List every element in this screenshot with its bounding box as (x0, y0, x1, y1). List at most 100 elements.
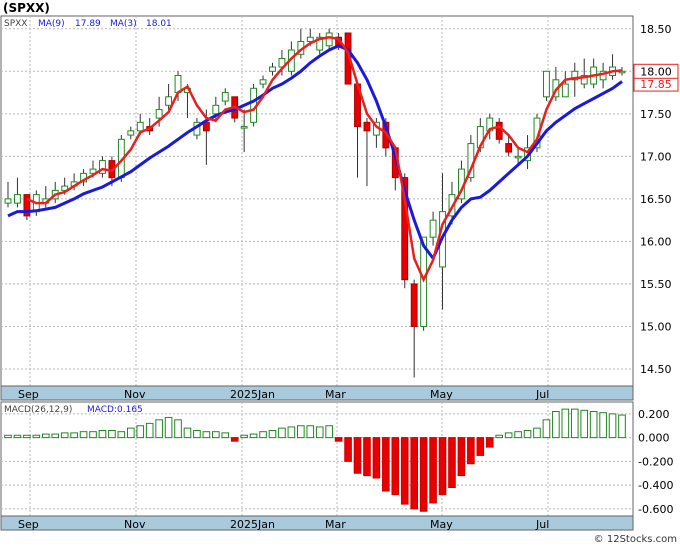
macd-bar (599, 412, 607, 439)
candle (212, 96, 220, 123)
macd-tick-label: -0.400 (638, 479, 673, 492)
macd-bar (589, 411, 598, 439)
month-label: 2025Jan (230, 518, 275, 531)
candle (571, 62, 579, 97)
macd-bar (221, 432, 230, 439)
macd-bar (117, 431, 126, 439)
macd-bar (297, 425, 305, 439)
legend-ma9-value: 17.89 (75, 19, 101, 29)
macd-bar (419, 437, 428, 512)
macd-bar (145, 422, 154, 439)
macd-bar (580, 409, 589, 439)
macd-bar (193, 430, 201, 439)
price-y-axis: 18.50 18.00 17.50 17.00 16.50 16.00 15.50 15.00… (633, 23, 679, 376)
macd-bar (259, 431, 267, 439)
candle (165, 84, 173, 110)
candle (259, 75, 267, 89)
macd-bar (618, 414, 626, 439)
ma-price-label: 17.85 (640, 78, 672, 91)
candle (363, 118, 371, 187)
macd-bar (495, 434, 504, 439)
month-label: Mar (325, 518, 346, 531)
macd-bar (448, 437, 456, 488)
macd-bar (315, 426, 324, 439)
macd-tick-label: -0.200 (638, 455, 673, 468)
macd-bar (561, 408, 570, 439)
macd-value-label: MACD:0.165 (87, 405, 143, 415)
month-label: Jul (535, 388, 549, 401)
ma3-line (26, 36, 623, 283)
legend-ma9-label: MA(9) (38, 19, 65, 29)
macd-bar (334, 437, 343, 442)
macd-bar (504, 432, 513, 439)
macd-bar (89, 431, 97, 439)
macd-bar (183, 427, 192, 439)
legend-symbol: SPXX (4, 19, 27, 29)
macd-bar (523, 430, 532, 439)
macd-bar (410, 437, 418, 510)
macd-bar (41, 433, 50, 439)
macd-bar (23, 434, 31, 439)
last-price-marker: 18.00 (633, 63, 679, 79)
candle (514, 147, 522, 165)
macd-bar (363, 437, 371, 477)
price-tick-label: 15.00 (640, 320, 672, 333)
candle (14, 177, 21, 208)
macd-bar (240, 434, 248, 439)
macd-bar (467, 437, 475, 465)
candle (561, 71, 569, 98)
month-label: Jul (535, 518, 549, 531)
month-label: Mar (325, 388, 346, 401)
chart-ticker-title: (SPXX) (3, 1, 50, 15)
macd-bar (608, 413, 617, 439)
candle (543, 70, 550, 102)
price-month-strip (0, 385, 634, 401)
legend-ma3-label: MA(3) (110, 19, 137, 29)
macd-bar (485, 437, 494, 448)
macd-bar (268, 430, 277, 439)
macd-bar (4, 434, 12, 439)
macd-bar (32, 434, 41, 439)
macd-bar (79, 431, 88, 439)
macd-bar (438, 437, 447, 496)
macd-bar (542, 419, 551, 439)
macd-histogram (4, 408, 626, 512)
macd-bar (13, 434, 22, 439)
month-labels-bottom: Sep Nov 2025Jan Mar May Jul (18, 518, 549, 531)
candle (410, 279, 418, 378)
macd-bar (382, 437, 390, 492)
candle (505, 135, 513, 157)
candle (23, 194, 31, 221)
price-tick-label: 16.00 (640, 235, 672, 248)
price-gridlines (1, 16, 633, 386)
macd-bar (136, 425, 145, 439)
macd-bar (552, 411, 560, 439)
macd-y-axis: 0.200 0.000 -0.200 -0.400 -0.600 (638, 408, 673, 516)
month-label: 2025Jan (230, 388, 275, 401)
macd-bar (249, 433, 258, 439)
macd-bar (155, 419, 163, 439)
macd-bar (174, 419, 182, 439)
candle (4, 181, 12, 208)
macd-bar (429, 437, 437, 504)
macd-tick-label: 0.200 (638, 408, 670, 421)
macd-bar (325, 425, 333, 439)
macd-label: MACD(26,12,9) (4, 405, 72, 415)
macd-bar (51, 433, 60, 439)
macd-bar (372, 437, 381, 479)
last-price-label: 18.00 (640, 65, 672, 78)
month-label: Sep (18, 388, 39, 401)
candle (495, 118, 503, 144)
month-label: Nov (124, 388, 146, 401)
macd-bar (108, 430, 116, 439)
macd-bar (202, 431, 211, 439)
macd-bar (457, 437, 466, 477)
price-legend: SPXX MA(9) 17.89 MA(3) 18.01 (4, 19, 172, 29)
candle (580, 58, 588, 89)
macd-bar (353, 437, 362, 474)
candle (429, 211, 437, 246)
month-label: Nov (124, 518, 146, 531)
price-tick-label: 15.50 (640, 278, 672, 291)
candle (269, 62, 276, 76)
